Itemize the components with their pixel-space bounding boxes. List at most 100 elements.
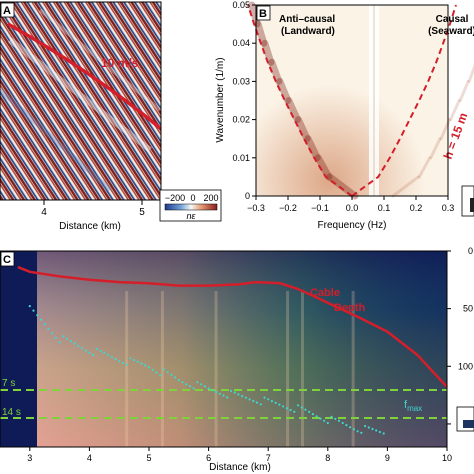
panel-c-fmax-point xyxy=(80,347,83,350)
panel-b-ytick-label: 0.04 xyxy=(232,38,250,48)
panel-c-cable-label: Cable xyxy=(310,287,340,299)
panel-b-energy-segment xyxy=(285,97,301,124)
panel-b-letter: B xyxy=(259,8,267,20)
panel-c-fmax-point xyxy=(278,403,281,406)
panel-b: Anti–causal (Landward) Causal (Seaward) … xyxy=(215,0,474,231)
panel-b-right-label: Causal xyxy=(436,14,469,25)
panel-a-annotation: 10 m/s xyxy=(101,56,139,70)
panel-c-fmax-point xyxy=(308,410,311,413)
panel-b-xtick-label: −0.3 xyxy=(247,203,265,213)
panel-c-fmax-point xyxy=(364,424,367,428)
panel-c-fmax-point xyxy=(69,340,72,343)
panel-b-energy-segment xyxy=(449,99,461,122)
panel-b-energy-segment xyxy=(467,63,474,83)
panel-c-fmax-point xyxy=(337,419,341,422)
panel-c-fmax-point xyxy=(282,405,285,408)
panel-b-energy-segment xyxy=(391,175,420,198)
panel-c-7s-label: 7 s xyxy=(2,378,15,389)
panel-c-ytick-label: 100 xyxy=(458,361,473,371)
panel-c-fmax-point xyxy=(144,364,147,367)
panel-c-fmax-point xyxy=(311,413,314,416)
panel-c-fmax-point xyxy=(162,368,165,371)
panel-c-streak xyxy=(125,291,129,447)
panel-b-ytick-label: 0.05 xyxy=(232,0,250,10)
panel-c-fmax-point xyxy=(166,371,169,374)
panel-a-xlabel: Distance (km) xyxy=(59,221,121,232)
panel-c-fmax-point xyxy=(92,353,95,357)
panel-c-fmax-point xyxy=(129,357,132,360)
panel-c-fmax-point xyxy=(334,417,337,420)
panel-c-fmax-point xyxy=(293,410,296,413)
panel-c-fmax-point xyxy=(114,358,117,361)
panel-c-fmax-point xyxy=(255,401,259,404)
panel-b-xtick-label: −0.1 xyxy=(311,203,329,213)
panel-b-clipped-legend-mark xyxy=(470,198,474,212)
panel-c-fmax-point xyxy=(192,387,195,390)
colorbar-tick: 0 xyxy=(190,193,195,203)
panel-c-fmax-point xyxy=(323,419,326,422)
panel-c-fmax-point xyxy=(110,356,113,359)
panel-c-frame xyxy=(0,250,448,448)
panel-b-ytick-label: 0.03 xyxy=(232,76,250,86)
panel-c-streak xyxy=(286,291,290,447)
panel-c-fmax-point xyxy=(300,406,303,409)
panel-c-fmax-point xyxy=(375,429,378,432)
panel-a-letter: A xyxy=(3,5,11,17)
panel-c-fmax-point xyxy=(341,421,344,425)
panel-b-xtick-label: 0.1 xyxy=(378,203,391,213)
panel-c-fmax-point xyxy=(248,398,251,401)
panel-c-fmax-point xyxy=(237,393,240,396)
panel-c-fmax-point xyxy=(304,408,307,411)
panel-c-fmax-point xyxy=(77,344,80,347)
panel-c-streak xyxy=(214,291,218,447)
panel-b-letter-box xyxy=(256,5,271,21)
panel-c-streak xyxy=(351,291,355,447)
panel-c-fmax-point xyxy=(84,349,87,352)
panel-b-energy-glow xyxy=(256,5,448,196)
panel-c-fmax-point xyxy=(218,392,221,395)
panel-c-fmax-point xyxy=(349,426,352,429)
panel-b-energy-segment xyxy=(417,156,432,179)
panel-c-fmax-point xyxy=(274,401,277,404)
panel-b-energy-segment xyxy=(261,39,275,66)
panel-c-fmax-point xyxy=(28,305,31,308)
panel-c-streak xyxy=(160,291,164,447)
panel-c-fmax-point xyxy=(103,351,106,354)
panel-c-streak xyxy=(300,291,304,447)
panel-b-x-ticks: −0.3 −0.2 −0.1 0.0 0.1 0.2 0.3 xyxy=(247,196,454,213)
panel-c-fmax-point xyxy=(140,362,143,365)
panel-c-fmax-point xyxy=(222,394,225,397)
panel-b-energy-segment xyxy=(326,173,359,200)
colorbar-tick: 200 xyxy=(203,193,218,203)
panel-c-xtick-label: 8 xyxy=(325,453,330,463)
panel-c-clipped-legend-mark xyxy=(463,420,474,428)
panel-c-fmax-point xyxy=(185,383,188,386)
colorbar-tick: −200 xyxy=(165,193,185,203)
panel-c-fmax-point xyxy=(177,379,180,382)
panel-c-fmax-point xyxy=(211,389,214,392)
panel-c-x-ticks: 3 4 5 6 7 8 9 10 xyxy=(27,447,452,463)
panel-c-fmax-point xyxy=(319,417,322,420)
colorbar-label: nε xyxy=(187,211,197,221)
panel-c-fmax-point xyxy=(125,363,128,366)
panel-c-fmax-point xyxy=(382,432,385,435)
panel-c-fmax-point xyxy=(170,373,173,376)
panel-b-ytick-label: 0.02 xyxy=(232,115,250,125)
panel-c-xtick-label: 6 xyxy=(206,453,211,463)
panel-c-fmax-point xyxy=(233,391,236,394)
panel-b-y-ticks: 0 0.01 0.02 0.03 0.04 0.05 xyxy=(232,0,256,201)
panel-a-event-streaks xyxy=(0,8,162,192)
panel-c-fmax-point xyxy=(371,427,374,431)
panel-c-fmax-point xyxy=(267,398,270,401)
panel-a: 10 m/s A 4 5 Distance (km) −200 0 200 nε xyxy=(0,1,222,232)
panel-c-fmax-point xyxy=(326,421,329,425)
panel-c-fmax-point xyxy=(62,335,65,338)
panel-c-fmax-point xyxy=(136,360,139,363)
panel-c-fmax-point xyxy=(32,309,35,312)
panel-b-xtick-label: 0.2 xyxy=(410,203,423,213)
panel-c-fmax-point xyxy=(121,361,124,365)
panel-c-fmax-point xyxy=(88,351,91,354)
panel-c: 7 s 14 s Cable Depth fmax C 3 4 5 6 7 8 9 10 0 5… xyxy=(0,246,474,473)
panel-c-fmax-point xyxy=(159,374,162,377)
panel-c-fmax-point xyxy=(118,360,121,363)
